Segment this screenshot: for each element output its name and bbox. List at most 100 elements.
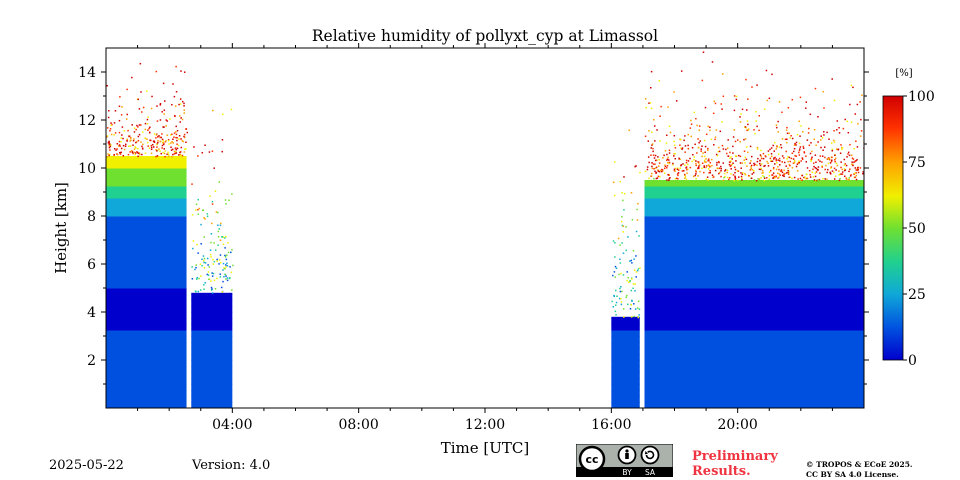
heatmap-speckle: [210, 241, 212, 244]
heatmap-speckle: [674, 178, 677, 180]
heatmap-speckle: [810, 160, 812, 162]
heatmap-speckle: [662, 157, 664, 159]
heatmap-speckle: [660, 168, 663, 171]
heatmap-speckle: [791, 177, 793, 180]
heatmap-speckle: [705, 165, 708, 167]
heatmap-speckle: [729, 151, 731, 154]
heatmap-speckle: [206, 257, 209, 260]
heatmap-speckle: [817, 116, 819, 118]
heatmap-speckle: [786, 126, 788, 129]
heatmap-speckle: [702, 152, 704, 154]
heatmap-speckle: [796, 133, 799, 136]
heatmap-cell: [644, 390, 864, 397]
heatmap-speckle: [833, 141, 836, 143]
heatmap-speckle: [771, 73, 773, 76]
heatmap-speckle: [676, 167, 679, 170]
heatmap-speckle: [630, 192, 633, 194]
heatmap-speckle: [720, 165, 722, 168]
heatmap-speckle: [631, 278, 633, 280]
colorbar-tick-label: 25: [908, 287, 926, 303]
heatmap-speckle: [746, 146, 748, 148]
heatmap-speckle: [851, 163, 853, 166]
heatmap-speckle: [224, 267, 226, 270]
heatmap-speckle: [714, 138, 716, 141]
heatmap-speckle: [622, 225, 625, 227]
heatmap-speckle: [691, 146, 694, 149]
heatmap-speckle: [212, 263, 215, 265]
heatmap-speckle: [724, 172, 726, 175]
heatmap-speckle: [709, 169, 711, 172]
heatmap-speckle: [122, 144, 125, 147]
heatmap-speckle: [758, 129, 760, 132]
heatmap-speckle: [733, 109, 736, 112]
heatmap-speckle: [859, 101, 861, 103]
heatmap-cell: [106, 348, 187, 355]
heatmap-speckle: [224, 247, 226, 249]
heatmap-speckle: [139, 62, 142, 65]
heatmap-speckle: [157, 141, 159, 144]
heatmap-speckle: [106, 127, 109, 129]
heatmap-speckle: [131, 150, 134, 153]
heatmap-speckle: [684, 174, 686, 177]
heatmap-speckle: [207, 264, 209, 266]
heatmap-speckle: [113, 153, 115, 156]
heatmap-speckle: [695, 173, 697, 175]
heatmap-speckle: [135, 141, 137, 144]
heatmap-speckle: [693, 159, 695, 161]
heatmap-speckle: [146, 118, 149, 121]
heatmap-speckle: [653, 178, 655, 180]
heatmap-speckle: [180, 146, 183, 149]
preliminary-line1: Preliminary: [692, 449, 778, 464]
heatmap-speckle: [817, 166, 820, 168]
heatmap-speckle: [718, 161, 720, 164]
heatmap-cell: [611, 324, 640, 331]
heatmap-cell: [106, 192, 187, 199]
heatmap-speckle: [718, 172, 720, 175]
heatmap-speckle: [617, 237, 620, 240]
heatmap-speckle: [743, 138, 745, 141]
heatmap-speckle: [110, 144, 112, 146]
heatmap-speckle: [850, 174, 852, 176]
heatmap-speckle: [639, 267, 641, 269]
heatmap-speckle: [195, 203, 198, 206]
heatmap-speckle: [829, 172, 832, 175]
heatmap-speckle: [620, 285, 622, 288]
heatmap-speckle: [853, 173, 855, 175]
heatmap-speckle: [182, 140, 184, 143]
heatmap-speckle: [622, 231, 624, 233]
heatmap-speckle: [773, 157, 776, 159]
heatmap-speckle: [165, 119, 168, 121]
heatmap-speckle: [729, 161, 731, 164]
heatmap-speckle: [128, 145, 130, 148]
heatmap-speckle: [737, 170, 740, 172]
heatmap-speckle: [196, 243, 198, 246]
heatmap-speckle: [627, 276, 629, 279]
heatmap-speckle: [744, 138, 747, 140]
heatmap-cell: [611, 396, 640, 403]
heatmap-cell: [106, 366, 187, 373]
heatmap-speckle: [218, 263, 220, 265]
heatmap-speckle: [172, 83, 174, 85]
heatmap-speckle: [175, 133, 178, 136]
heatmap-speckle: [838, 132, 841, 134]
heatmap-speckle: [831, 159, 833, 162]
heatmap-speckle: [760, 168, 762, 171]
heatmap-speckle: [613, 271, 616, 273]
heatmap-speckle: [171, 148, 174, 151]
heatmap-speckle: [717, 160, 720, 163]
heatmap-speckle: [756, 164, 758, 167]
heatmap-speckle: [211, 288, 213, 290]
heatmap-speckle: [174, 105, 177, 107]
cc-license-badge[interactable]: cc BY SA: [576, 444, 673, 477]
heatmap-speckle: [759, 154, 762, 156]
heatmap-speckle: [760, 177, 762, 179]
heatmap-speckle: [667, 106, 669, 108]
heatmap-cell: [644, 330, 864, 337]
heatmap-speckle: [142, 143, 144, 146]
heatmap-speckle: [668, 174, 671, 176]
heatmap-speckle: [620, 301, 623, 303]
heatmap-speckle: [736, 139, 739, 141]
heatmap-speckle: [780, 170, 783, 172]
heatmap-speckle: [150, 148, 153, 151]
heatmap-speckle: [795, 141, 798, 144]
